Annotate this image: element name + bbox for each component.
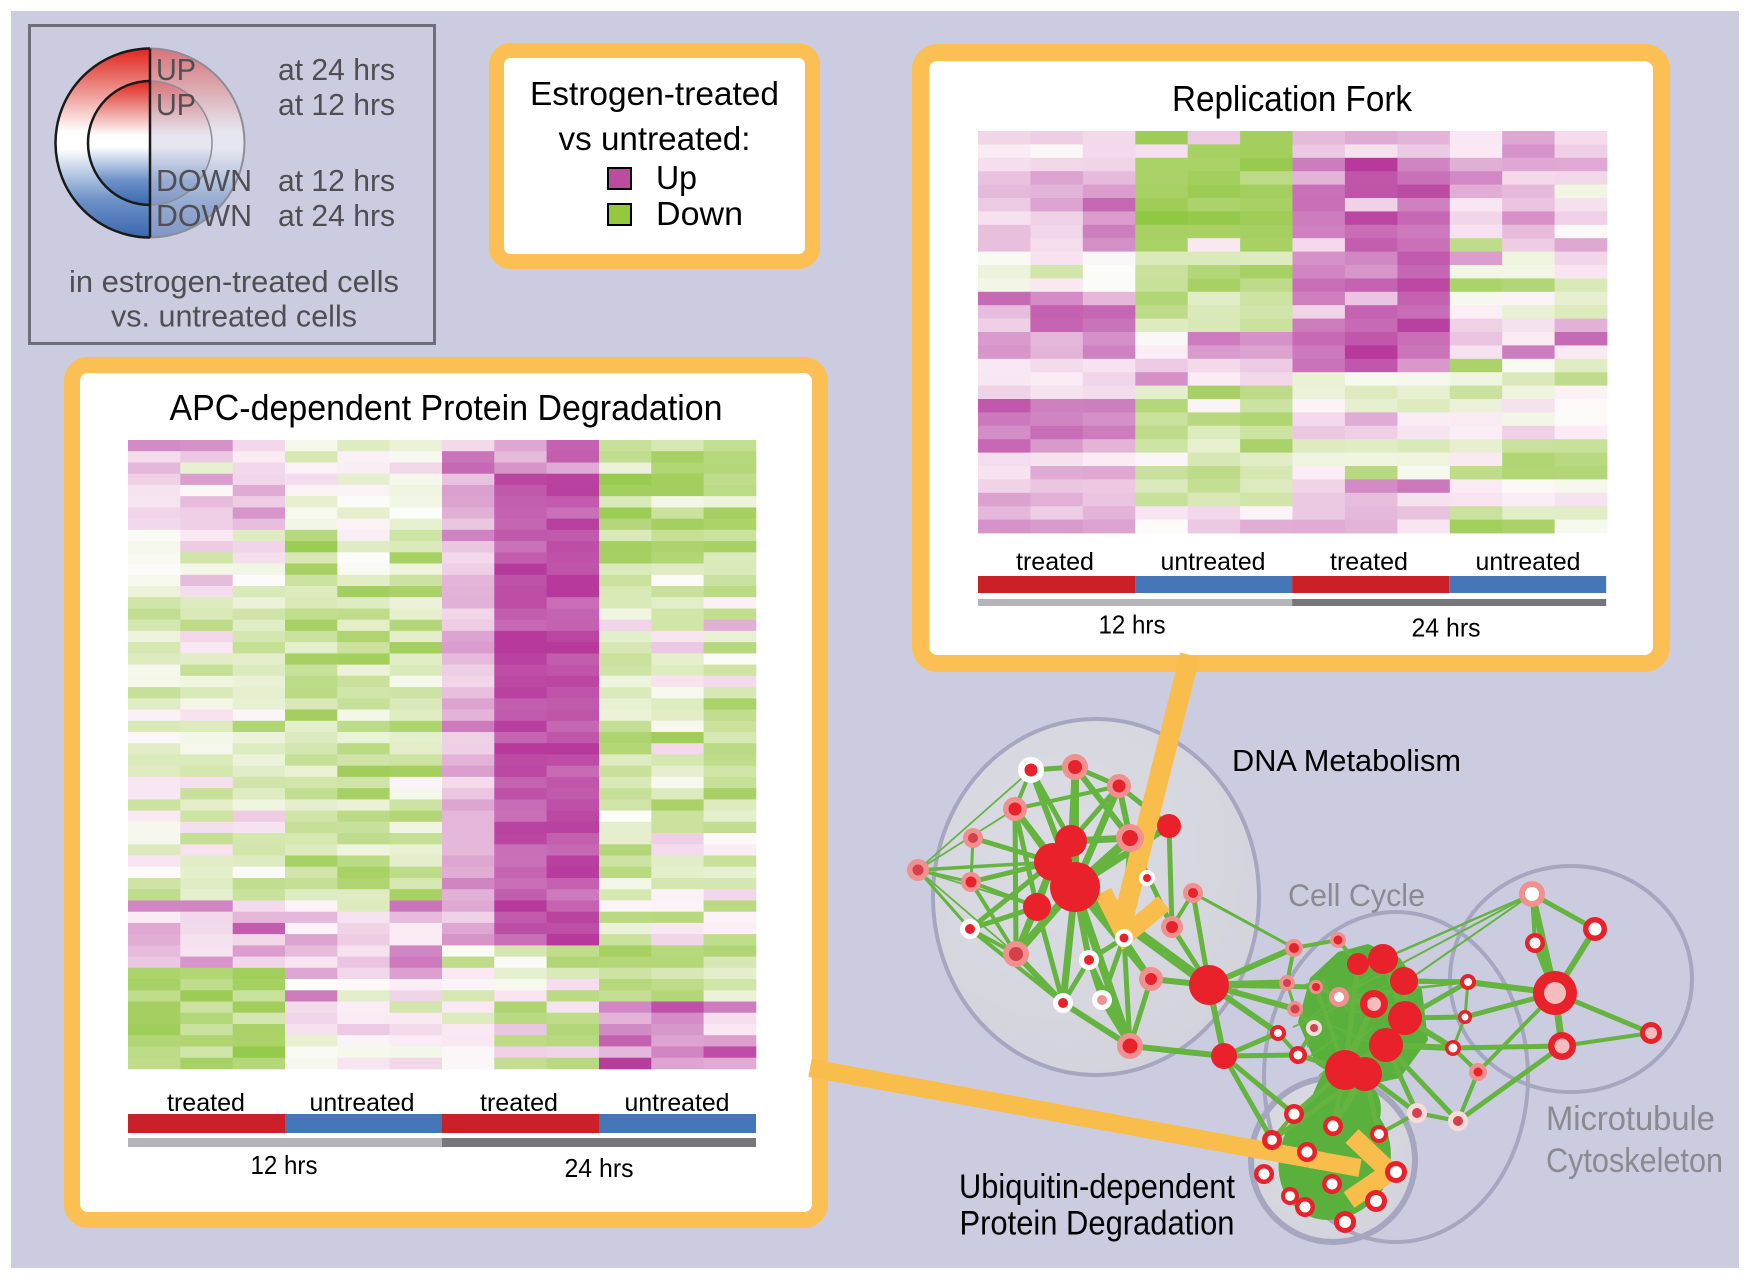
svg-text:untreated: untreated	[1161, 548, 1266, 576]
svg-text:Cell Cycle: Cell Cycle	[1288, 877, 1425, 913]
svg-text:Ubiquitin-dependent: Ubiquitin-dependent	[959, 1168, 1235, 1206]
svg-text:untreated: untreated	[310, 1089, 415, 1117]
svg-text:treated: treated	[1330, 548, 1408, 576]
svg-text:UP: UP	[156, 52, 196, 87]
svg-text:Microtubule: Microtubule	[1546, 1100, 1715, 1138]
svg-text:Replication Fork: Replication Fork	[1172, 78, 1413, 119]
svg-text:APC-dependent Protein Degradat: APC-dependent Protein Degradation	[170, 387, 723, 428]
svg-text:at 12 hrs: at 12 hrs	[278, 163, 395, 198]
svg-text:untreated: untreated	[625, 1089, 730, 1117]
svg-text:DNA Metabolism: DNA Metabolism	[1232, 743, 1461, 778]
svg-text:vs. untreated cells: vs. untreated cells	[111, 299, 357, 334]
svg-text:in estrogen-treated cells: in estrogen-treated cells	[69, 264, 399, 299]
svg-text:Cytoskeleton: Cytoskeleton	[1546, 1142, 1723, 1180]
svg-text:at 12 hrs: at 12 hrs	[278, 87, 395, 122]
svg-text:12 hrs: 12 hrs	[1099, 610, 1166, 640]
svg-text:at 24 hrs: at 24 hrs	[278, 198, 395, 233]
svg-text:24 hrs: 24 hrs	[1412, 613, 1481, 643]
svg-text:vs untreated:: vs untreated:	[559, 121, 751, 158]
svg-text:DOWN: DOWN	[156, 198, 252, 233]
svg-text:treated: treated	[480, 1089, 558, 1117]
svg-text:Down: Down	[656, 196, 743, 233]
svg-text:Up: Up	[656, 160, 697, 197]
svg-text:DOWN: DOWN	[156, 163, 252, 198]
svg-text:untreated: untreated	[1476, 548, 1581, 576]
svg-text:12 hrs: 12 hrs	[251, 1150, 318, 1180]
svg-text:Protein Degradation: Protein Degradation	[960, 1205, 1235, 1243]
svg-text:24 hrs: 24 hrs	[565, 1153, 634, 1183]
svg-text:treated: treated	[1016, 548, 1094, 576]
svg-text:treated: treated	[167, 1089, 245, 1117]
svg-text:at 24 hrs: at 24 hrs	[278, 52, 395, 87]
svg-text:UP: UP	[156, 87, 196, 122]
svg-text:Estrogen-treated: Estrogen-treated	[530, 76, 779, 113]
